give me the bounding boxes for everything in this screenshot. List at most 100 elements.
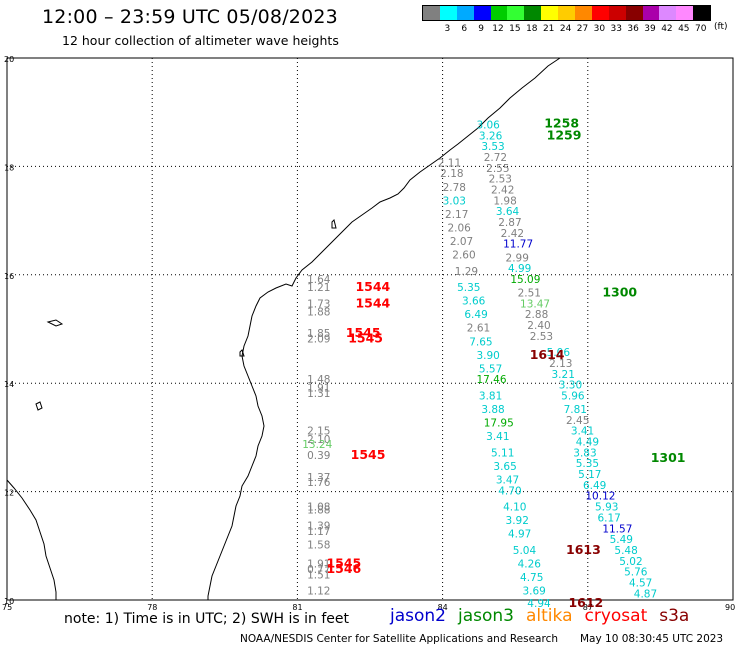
lat-tick-label: 12	[4, 489, 14, 498]
pass-time-label: 1300	[602, 284, 637, 299]
wave-height-value: 2.10	[307, 434, 330, 446]
wave-height-value: 2.51	[518, 287, 541, 299]
legend-swatch	[642, 6, 660, 20]
wave-height-value: 1.17	[307, 526, 330, 538]
wave-height-value: 2.99	[506, 252, 529, 264]
wave-height-value: 10.12	[585, 491, 615, 503]
pass-time-label: 1544	[355, 279, 390, 294]
wave-height-value: 1.85	[307, 328, 330, 340]
wave-height-value: 2.07	[450, 236, 473, 248]
island-1	[46, 319, 64, 327]
wave-height-value: 2.06	[447, 222, 471, 234]
footer-note: note: 1) Time is in UTC; 2) SWH is in fe…	[64, 611, 350, 627]
wave-height-value: 11.57	[602, 523, 632, 535]
pass-time-label: 1613	[566, 542, 601, 557]
legend-swatch	[423, 6, 440, 20]
wave-height-value: 3.21	[552, 369, 575, 381]
wave-height-value: 6.17	[597, 512, 620, 524]
wave-height-value: 4.97	[508, 529, 531, 541]
wave-height-value: 5.35	[576, 458, 599, 470]
legend-label: 42	[661, 24, 673, 34]
wave-height-value: 1.76	[307, 477, 331, 489]
wave-height-value: 5.96	[561, 390, 585, 402]
pass-time-label: 1301	[651, 450, 686, 465]
wave-height-value: 2.72	[484, 152, 507, 164]
wave-height-value: 6.49	[464, 309, 487, 321]
wave-height-value: 2.17	[445, 209, 468, 221]
wave-height-value: 1.88	[307, 504, 330, 516]
wave-height-value: 1.64	[307, 274, 331, 286]
pass-time-label: 1544	[355, 295, 390, 310]
lat-tick-label: 10	[4, 597, 14, 606]
satellite-name: jason2	[390, 606, 446, 626]
satellite-name: altika	[526, 606, 573, 626]
wave-height-value: 2.88	[525, 309, 548, 321]
legend-labels: 3 6 9 12 15 18 21 24 27 30 33 36 39 42 45 70	[422, 24, 711, 34]
legend-label: 21	[542, 24, 555, 34]
legend-label: 9	[478, 24, 484, 34]
wave-height-value: 2.42	[501, 228, 524, 240]
legend-swatch	[439, 6, 457, 20]
island-3	[331, 219, 337, 229]
wave-height-value: 7.65	[469, 336, 492, 348]
legend-swatch	[507, 6, 525, 20]
wave-height-value: 5.11	[491, 447, 514, 459]
wave-height-value: 1.48	[307, 374, 330, 386]
wave-height-value: 3.69	[522, 586, 545, 598]
legend-label: 6	[461, 24, 468, 34]
footer-credit: NOAA/NESDIS Center for Satellite Applica…	[240, 633, 558, 645]
wave-height-value: 2.55	[486, 163, 509, 175]
wave-height-value: 4.99	[508, 263, 531, 275]
grid-lines	[7, 58, 733, 600]
wave-height-value: 2.09	[307, 334, 330, 346]
map-subtitle: 12 hour collection of altimeter wave hei…	[62, 33, 339, 48]
wave-height-value: 7.81	[564, 404, 587, 416]
wave-height-value: 2.15	[307, 426, 330, 438]
wave-height-value: 3.30	[559, 380, 582, 392]
wave-height-value: 5.57	[479, 363, 502, 375]
legend-label: 39	[644, 24, 656, 34]
legend-swatch	[625, 6, 643, 20]
wave-height-value: 2.53	[530, 331, 553, 343]
pass-time-label: 1545	[348, 331, 383, 346]
wave-height-value: 3.66	[462, 296, 486, 308]
wave-height-value: 4.70	[498, 485, 521, 497]
wave-height-value: 3.64	[496, 206, 520, 218]
legend-label: 33	[610, 24, 622, 34]
pass-time-label: 1546	[326, 561, 361, 576]
coastline	[6, 57, 561, 600]
wave-height-value: 1.29	[455, 266, 478, 278]
lat-tick-label: 16	[4, 272, 14, 281]
wave-height-value: 2.13	[549, 358, 572, 370]
satellite-legend: jason2 jason3 altika cryosat s3a	[390, 606, 701, 626]
island-4	[239, 349, 245, 357]
wave-height-value: 2.18	[440, 168, 463, 180]
wave-height-value: 3.47	[496, 474, 519, 486]
legend-swatches	[422, 5, 712, 21]
legend-swatch	[456, 6, 474, 20]
wave-height-value: 1.21	[307, 282, 330, 294]
satellite-name: cryosat	[584, 606, 648, 626]
wave-height-value: 3.92	[506, 515, 529, 527]
wave-height-value: 4.87	[634, 588, 657, 600]
wave-height-value: 3.03	[443, 195, 466, 207]
wave-height-value: 1.31	[307, 388, 330, 400]
wave-height-value: 2.78	[443, 182, 466, 194]
wave-height-value: 2.45	[566, 415, 589, 427]
wave-height-value: 4.94	[527, 598, 551, 610]
wave-height-value: 2.53	[489, 174, 512, 186]
lon-tick-label: 75	[2, 603, 12, 612]
wave-height-value: 2.61	[467, 323, 490, 335]
lon-tick-label: 81	[292, 603, 302, 612]
wave-height-value: 3.26	[479, 130, 503, 142]
pass-time-label: 1614	[530, 347, 565, 362]
wave-height-value: 3.65	[493, 461, 516, 473]
wave-height-value: 5.04	[513, 545, 537, 557]
wave-height-value: 3.06	[476, 119, 500, 131]
wave-height-value: 5.49	[610, 534, 633, 546]
footer-generated-date: May 10 08:30:45 UTC 2023	[580, 633, 724, 645]
legend-label: 24	[559, 24, 572, 34]
wave-height-value: 3.81	[479, 390, 502, 402]
legend-swatch	[591, 6, 609, 20]
